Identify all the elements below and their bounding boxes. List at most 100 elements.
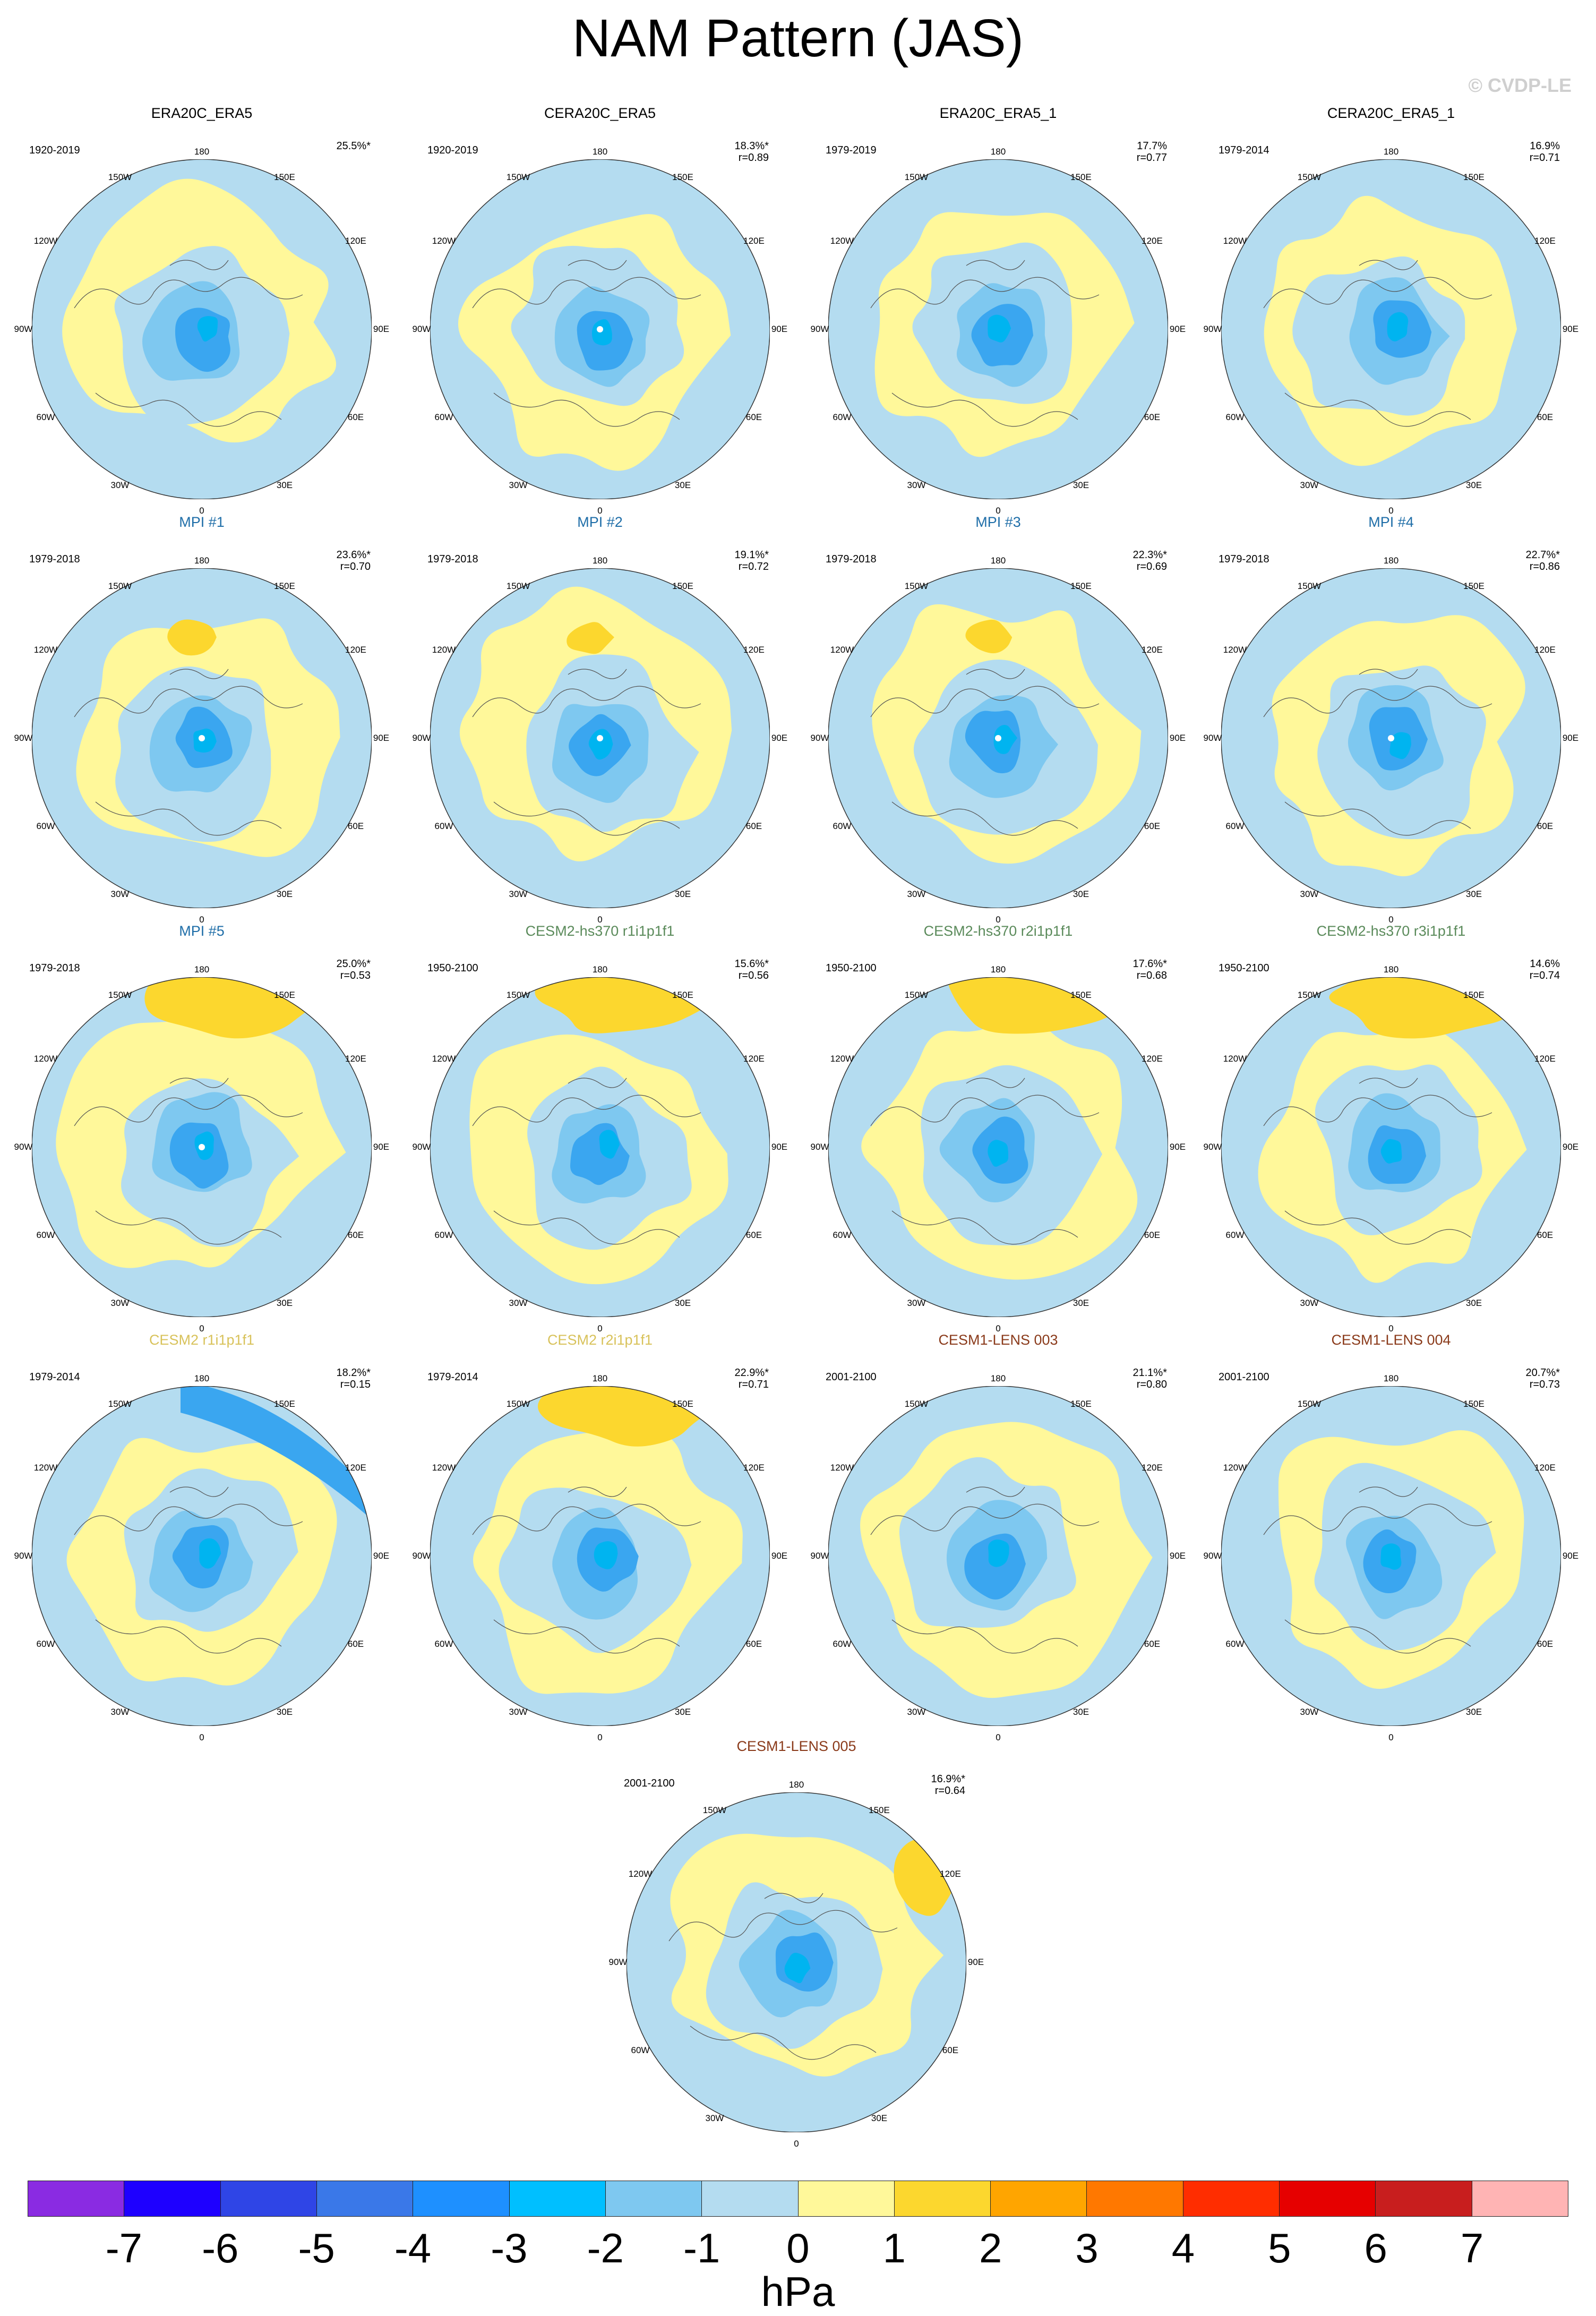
longitude-label: 30E — [276, 889, 293, 899]
longitude-label: 150W — [506, 990, 530, 1000]
longitude-label: 90W — [412, 1551, 431, 1561]
longitude-label: 0 — [597, 915, 603, 925]
longitude-label: 90E — [1169, 1142, 1186, 1152]
longitude-label: 30W — [907, 480, 926, 490]
longitude-label: 0 — [1388, 915, 1394, 925]
longitude-label: 180 — [1383, 147, 1399, 157]
longitude-label: 120W — [33, 1463, 58, 1473]
panel-years: 1920-2019 — [29, 144, 80, 156]
longitude-label: 60E — [1144, 1639, 1161, 1649]
longitude-label: 120W — [1223, 236, 1247, 246]
colorbar-bin — [798, 2181, 895, 2216]
longitude-label: 150E — [1463, 581, 1485, 591]
strong-positive-region — [567, 622, 614, 654]
polar-map — [828, 977, 1168, 1317]
panel-years: 1950-2100 — [427, 962, 478, 974]
longitude-label: 60E — [1537, 821, 1554, 831]
polar-map — [627, 1792, 966, 2132]
longitude-label: 30W — [907, 889, 926, 899]
longitude-label: 150W — [506, 1399, 530, 1409]
longitude-label: 150W — [1297, 172, 1322, 182]
longitude-label: 60E — [347, 1639, 364, 1649]
longitude-label: 30E — [1072, 1707, 1089, 1717]
colorbar-tick-label: -7 — [105, 2225, 143, 2271]
coastlines — [472, 260, 701, 427]
longitude-label: 60W — [36, 821, 55, 831]
panel-title: CESM1-LENS 005 — [736, 1738, 856, 1754]
colorbar-bin — [605, 2181, 702, 2216]
colorbar-bin — [1087, 2181, 1183, 2216]
longitude-label: 30W — [1300, 1298, 1319, 1308]
panel-years: 2001-2100 — [624, 1777, 675, 1789]
longitude-label: 120E — [743, 645, 765, 655]
panel-years: 1920-2019 — [427, 144, 478, 156]
longitude-label: 120W — [33, 645, 58, 655]
longitude-label: 150W — [1297, 581, 1322, 591]
longitude-label: 30W — [1300, 480, 1319, 490]
panel-correlation: r=0.80 — [1136, 1379, 1167, 1390]
longitude-label: 30E — [276, 1298, 293, 1308]
longitude-label: 90E — [1562, 1142, 1579, 1152]
coastlines — [74, 1486, 303, 1654]
longitude-label: 120E — [743, 1054, 765, 1064]
negative-core-region — [1387, 312, 1409, 341]
longitude-label: 120E — [345, 1463, 366, 1473]
longitude-label: 90W — [810, 733, 829, 743]
map-panel: ERA20C_ERA5 1920-2019 25.5%* 180 0 150W 150E 12… — [14, 105, 390, 516]
coastlines — [1263, 1486, 1492, 1654]
polar-map — [430, 977, 770, 1317]
map-panel: CESM2 r2i1p1f1 1979-2014 22.9%* r=0.71 180 0 1… — [412, 1332, 788, 1742]
longitude-label: 30E — [1465, 480, 1482, 490]
longitude-label: 150W — [108, 581, 132, 591]
panel-title: ERA20C_ERA5_1 — [939, 105, 1057, 121]
longitude-label: 120E — [1142, 1463, 1163, 1473]
longitude-label: 0 — [996, 506, 1001, 516]
coastlines — [668, 1893, 898, 2060]
longitude-label: 30W — [1300, 1707, 1319, 1717]
panel-correlation: r=0.89 — [738, 152, 769, 164]
colorbar-bin — [1472, 2181, 1568, 2216]
map-panel: MPI #3 1979-2018 22.3%* r=0.69 180 0 150W 150E 1… — [810, 514, 1186, 925]
negative-core-region — [193, 728, 217, 753]
coastlines — [870, 1078, 1100, 1245]
panel-title: CESM1-LENS 004 — [1331, 1332, 1451, 1348]
longitude-label: 180 — [990, 1373, 1006, 1383]
polar-map — [32, 568, 372, 908]
colorbar-bin — [413, 2181, 510, 2216]
colorbar-tick-label: 1 — [882, 2225, 906, 2271]
map-panel: CESM2-hs370 r3i1p1f1 1950-2100 14.6% r=0.74… — [1204, 923, 1579, 1334]
longitude-label: 60E — [1537, 412, 1554, 422]
longitude-label: 30E — [674, 480, 691, 490]
longitude-label: 60W — [833, 821, 852, 831]
longitude-label: 120E — [345, 236, 366, 246]
longitude-label: 60W — [833, 1230, 852, 1240]
longitude-label: 180 — [592, 147, 608, 157]
panel-correlation: r=0.73 — [1529, 1379, 1560, 1390]
longitude-label: 90W — [14, 733, 33, 743]
colorbar — [28, 2181, 1568, 2217]
polar-map — [1221, 159, 1561, 499]
polar-map — [430, 568, 770, 908]
longitude-label: 90E — [1169, 1551, 1186, 1561]
polar-map — [1221, 977, 1561, 1317]
panel-title: CESM2-hs370 r1i1p1f1 — [525, 923, 675, 939]
panel-correlation: r=0.56 — [738, 970, 769, 981]
longitude-label: 60W — [434, 821, 453, 831]
longitude-label: 30E — [1072, 1298, 1089, 1308]
longitude-label: 60W — [631, 2045, 650, 2055]
colorbar-bin — [509, 2181, 606, 2216]
longitude-label: 90E — [1562, 733, 1579, 743]
longitude-label: 60E — [347, 821, 364, 831]
negative-core-region — [988, 1539, 1009, 1567]
longitude-label: 150W — [506, 581, 530, 591]
longitude-label: 120W — [432, 1463, 456, 1473]
longitude-label: 150W — [904, 581, 929, 591]
colorbar-bin — [1183, 2181, 1280, 2216]
longitude-label: 180 — [194, 147, 210, 157]
longitude-label: 120W — [628, 1869, 653, 1879]
panel-variance-pct: 21.1%* — [1132, 1367, 1168, 1379]
coastlines — [870, 669, 1100, 836]
longitude-label: 90E — [373, 1551, 390, 1561]
longitude-label: 30E — [1465, 889, 1482, 899]
map-panel: CESM1-LENS 004 2001-2100 20.7%* r=0.73 180 0 1… — [1204, 1332, 1579, 1742]
